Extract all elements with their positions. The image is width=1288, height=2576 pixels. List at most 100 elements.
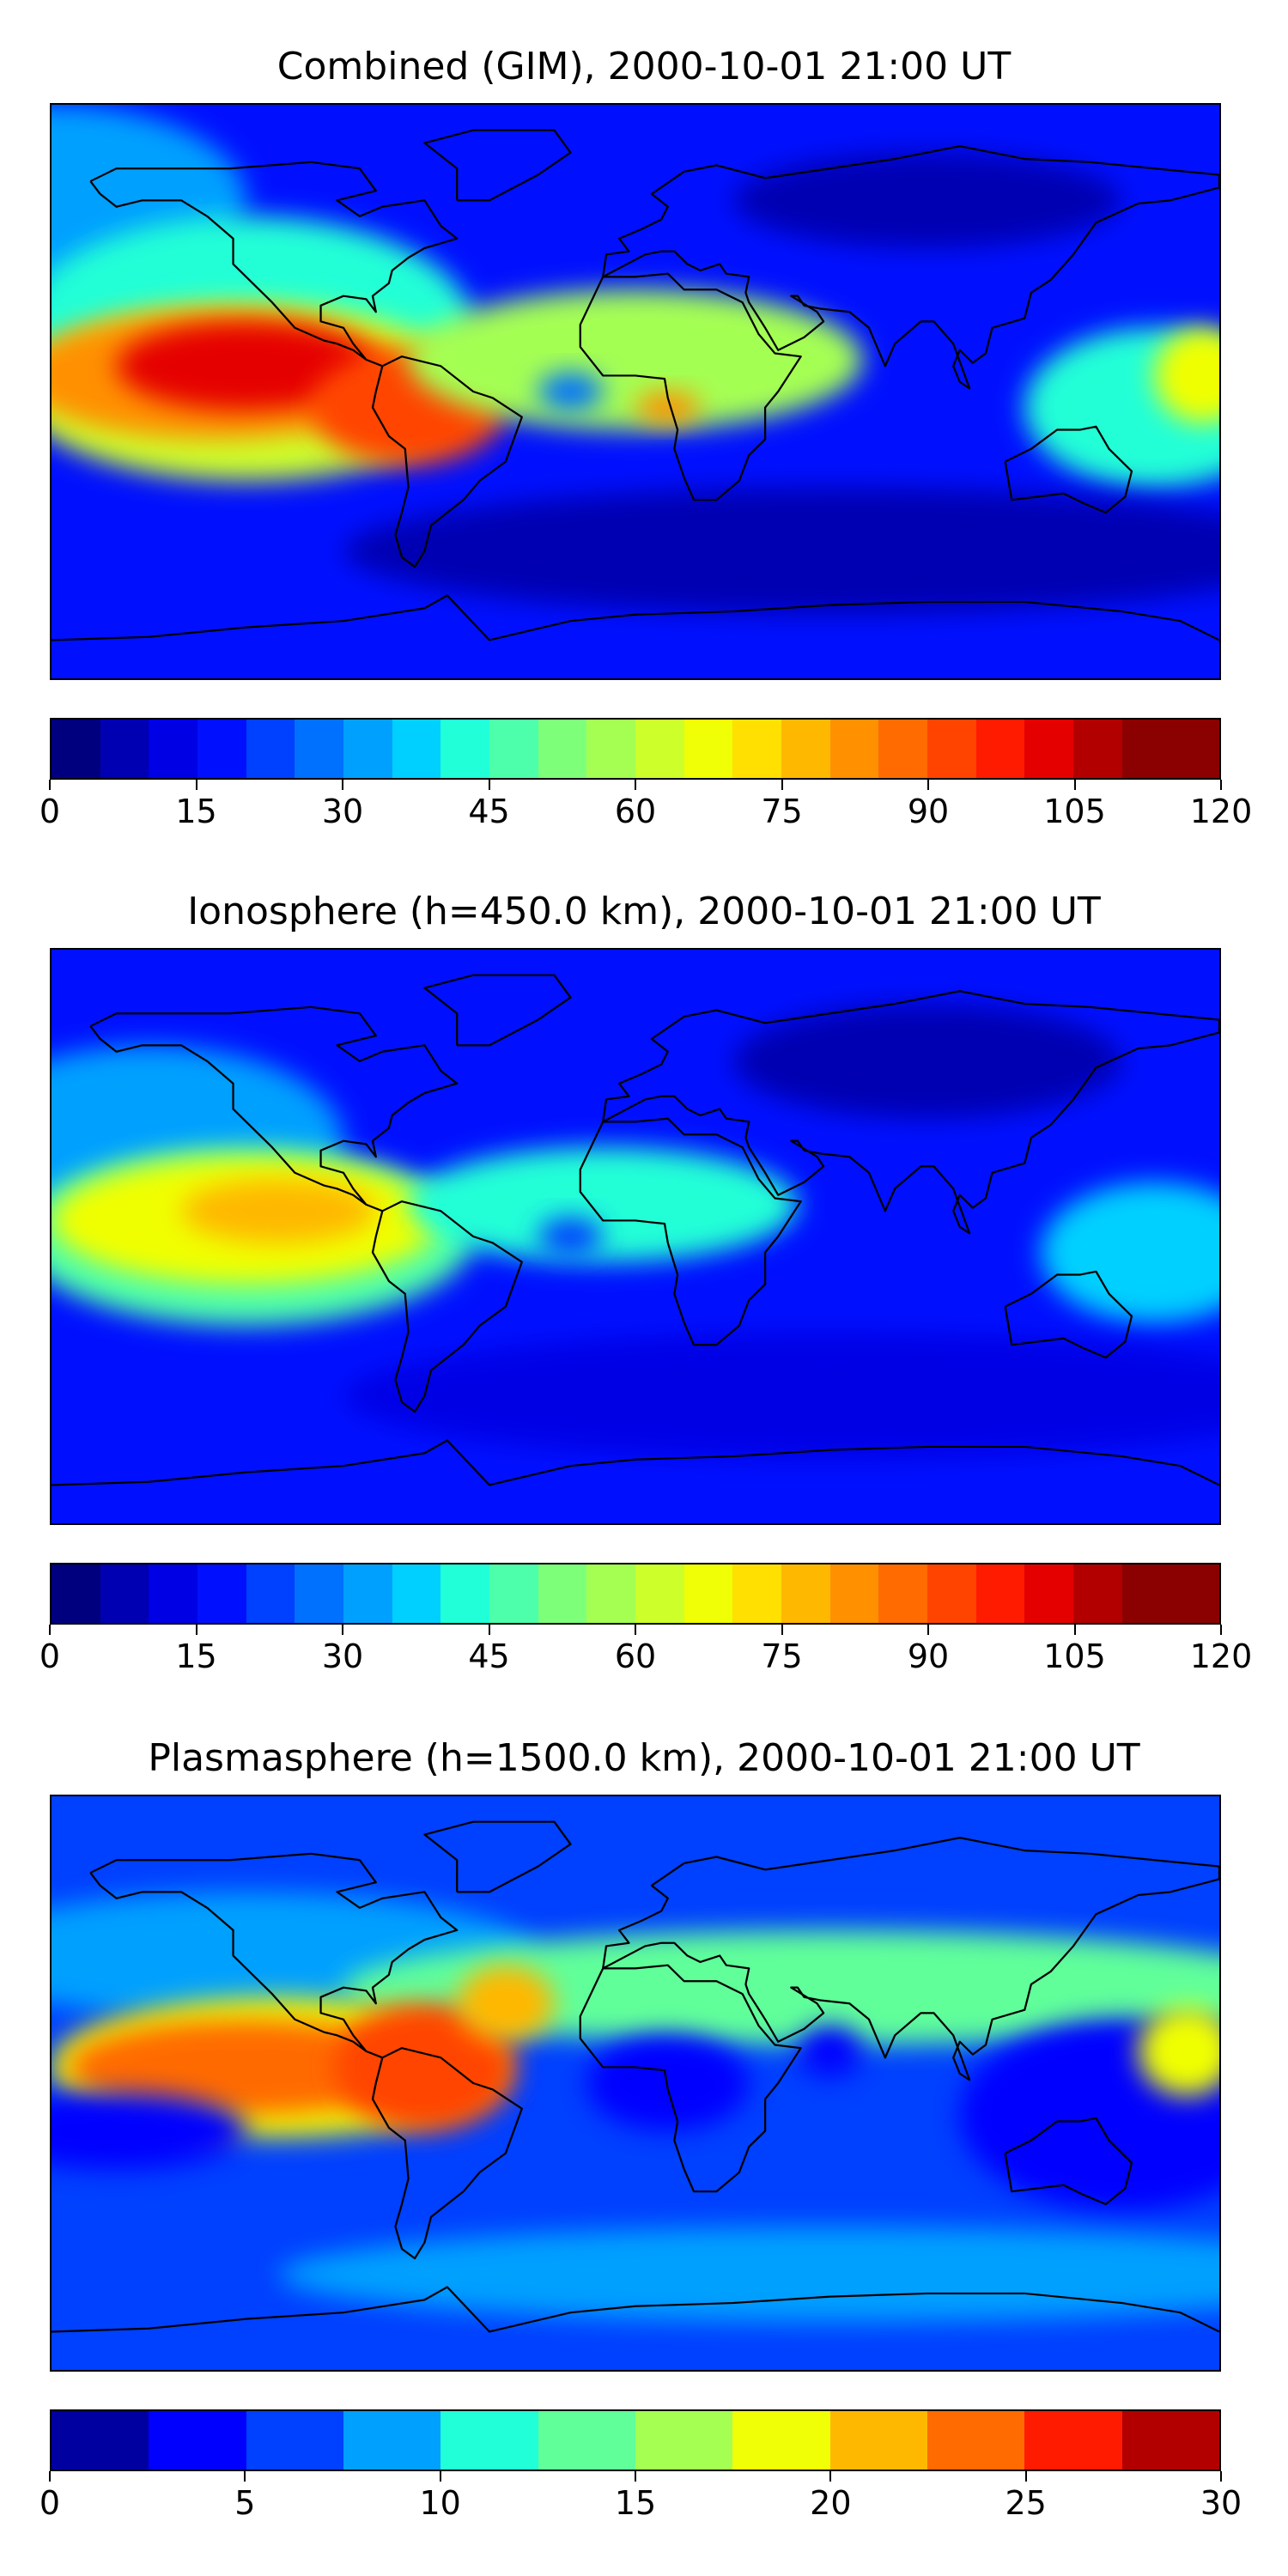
map-svg: [52, 950, 1219, 1523]
colorbar-segment: [52, 2411, 149, 2470]
field-contour: [586, 2035, 750, 2131]
colorbar-tick-mark: [49, 780, 51, 790]
colorbar-segment: [635, 1564, 684, 1623]
colorbar-tick-label: 120: [1189, 1637, 1253, 1675]
colorbar-segment: [100, 1564, 149, 1623]
panel-title: Plasmasphere (h=1500.0 km), 2000-10-01 2…: [148, 1736, 1140, 1780]
colorbar-tick-label: 0: [39, 1637, 61, 1675]
colorbar-tick-mark: [781, 780, 783, 790]
colorbar-segment: [343, 720, 392, 778]
colorbar-segment: [489, 1564, 538, 1623]
map-combined: [50, 103, 1221, 680]
colorbar-tick-label: 75: [761, 1637, 803, 1675]
map-svg: [52, 1796, 1219, 2370]
colorbar-segment: [586, 1564, 636, 1623]
field-contour: [181, 1179, 376, 1243]
colorbar-segment: [343, 2411, 441, 2470]
colorbar-segment: [1073, 720, 1122, 778]
field-contour: [635, 392, 701, 424]
colorbar-segment: [927, 1564, 976, 1623]
coastline: [1004, 425, 1133, 514]
colorbar-segment: [1024, 720, 1074, 778]
coastline: [1004, 2117, 1133, 2206]
colorbar-segment: [586, 720, 636, 778]
colorbar-tick-mark: [927, 1625, 929, 1635]
colorbar-tick-label: 30: [321, 793, 364, 830]
colorbar-segment: [246, 720, 295, 778]
colorbar-segment: [829, 2411, 927, 2470]
colorbar-tick-label: 15: [614, 2484, 657, 2522]
colorbar-segment: [732, 720, 782, 778]
coastline: [602, 145, 1219, 390]
colorbar-plasmasphere: [50, 2409, 1221, 2471]
colorbar-segment: [732, 2411, 830, 2470]
colorbar-segment: [246, 1564, 295, 1623]
colorbar-tick-label: 30: [321, 1637, 364, 1675]
colorbar-segment: [489, 720, 538, 778]
coastline: [52, 2286, 1219, 2333]
colorbar-combined: [50, 718, 1221, 780]
colorbar-tick-label: 90: [907, 1637, 950, 1675]
colorbar-tick-mark: [1220, 1625, 1222, 1635]
colorbar-segment: [538, 1564, 587, 1623]
map-plasmasphere: [50, 1795, 1221, 2372]
colorbar-segment: [1170, 1564, 1219, 1623]
field-contour: [343, 487, 1219, 615]
colorbar-segment: [927, 2411, 1025, 2470]
colorbar-segment: [246, 2411, 343, 2470]
colorbar-segment: [538, 2411, 635, 2470]
coastline: [52, 1439, 1219, 1486]
colorbar-segment: [975, 720, 1025, 778]
field-contour: [1138, 2006, 1219, 2096]
colorbar-tick-mark: [635, 780, 636, 790]
colorbar-segment: [683, 1564, 733, 1623]
colorbar-tick-mark: [342, 780, 343, 790]
colorbar-segment: [52, 1564, 100, 1623]
colorbar-tick-mark: [635, 2471, 636, 2482]
field-contour: [408, 1147, 798, 1262]
field-contour: [67, 2019, 425, 2116]
colorbar-segment: [829, 1564, 879, 1623]
colorbar-segment: [197, 1564, 246, 1623]
colorbar-tick-label: 15: [175, 1637, 217, 1675]
coastline: [52, 594, 1219, 641]
colorbar-ticks-ionosphere: 0 15 30 45 60 75 90 105 120: [39, 1625, 1252, 1676]
colorbar-tick-mark: [1073, 1625, 1076, 1635]
colorbar-tick-mark: [195, 1625, 197, 1635]
colorbar-tick-label: 0: [39, 2484, 61, 2522]
colorbar-segment: [683, 720, 733, 778]
colorbar-segment: [343, 1564, 392, 1623]
coastline: [579, 272, 802, 501]
colorbar-segment: [1170, 720, 1219, 778]
field-contour: [116, 321, 376, 411]
colorbar-segment: [1121, 2411, 1219, 2470]
field-contour: [408, 289, 863, 430]
colorbar-segment: [197, 720, 246, 778]
colorbar-segment: [1121, 720, 1171, 778]
colorbar-tick-label: 25: [1005, 2484, 1047, 2522]
colorbar-ticks-combined: 0 15 30 45 60 75 90 105 120: [39, 780, 1252, 831]
colorbar-segment: [1024, 1564, 1074, 1623]
colorbar-tick-label: 10: [419, 2484, 461, 2522]
colorbar-segment: [440, 2411, 538, 2470]
coastline: [89, 1005, 523, 1413]
colorbar-tick-mark: [195, 780, 197, 790]
colorbar-segment: [149, 2411, 246, 2470]
colorbar-ticks-plasmasphere: 0 5 10 15 20 25 30: [39, 2471, 1242, 2523]
colorbar-segment: [295, 720, 344, 778]
colorbar-segment: [635, 2411, 733, 2470]
colorbar-segment: [781, 720, 830, 778]
colorbar-segment: [878, 720, 928, 778]
colorbar-segment: [829, 720, 879, 778]
field-contour: [333, 2003, 516, 2131]
field-contour: [343, 1332, 1219, 1460]
colorbar-tick-label: 0: [39, 793, 61, 830]
colorbar-segment: [149, 720, 198, 778]
colorbar-segment: [295, 1564, 344, 1623]
colorbar-tick-label: 90: [907, 793, 950, 830]
field-contour: [797, 2026, 863, 2077]
colorbar-tick-label: 45: [468, 793, 510, 830]
field-contour: [1154, 327, 1219, 424]
colorbar-tick-mark: [49, 1625, 51, 1635]
colorbar-tick-mark: [781, 1625, 783, 1635]
